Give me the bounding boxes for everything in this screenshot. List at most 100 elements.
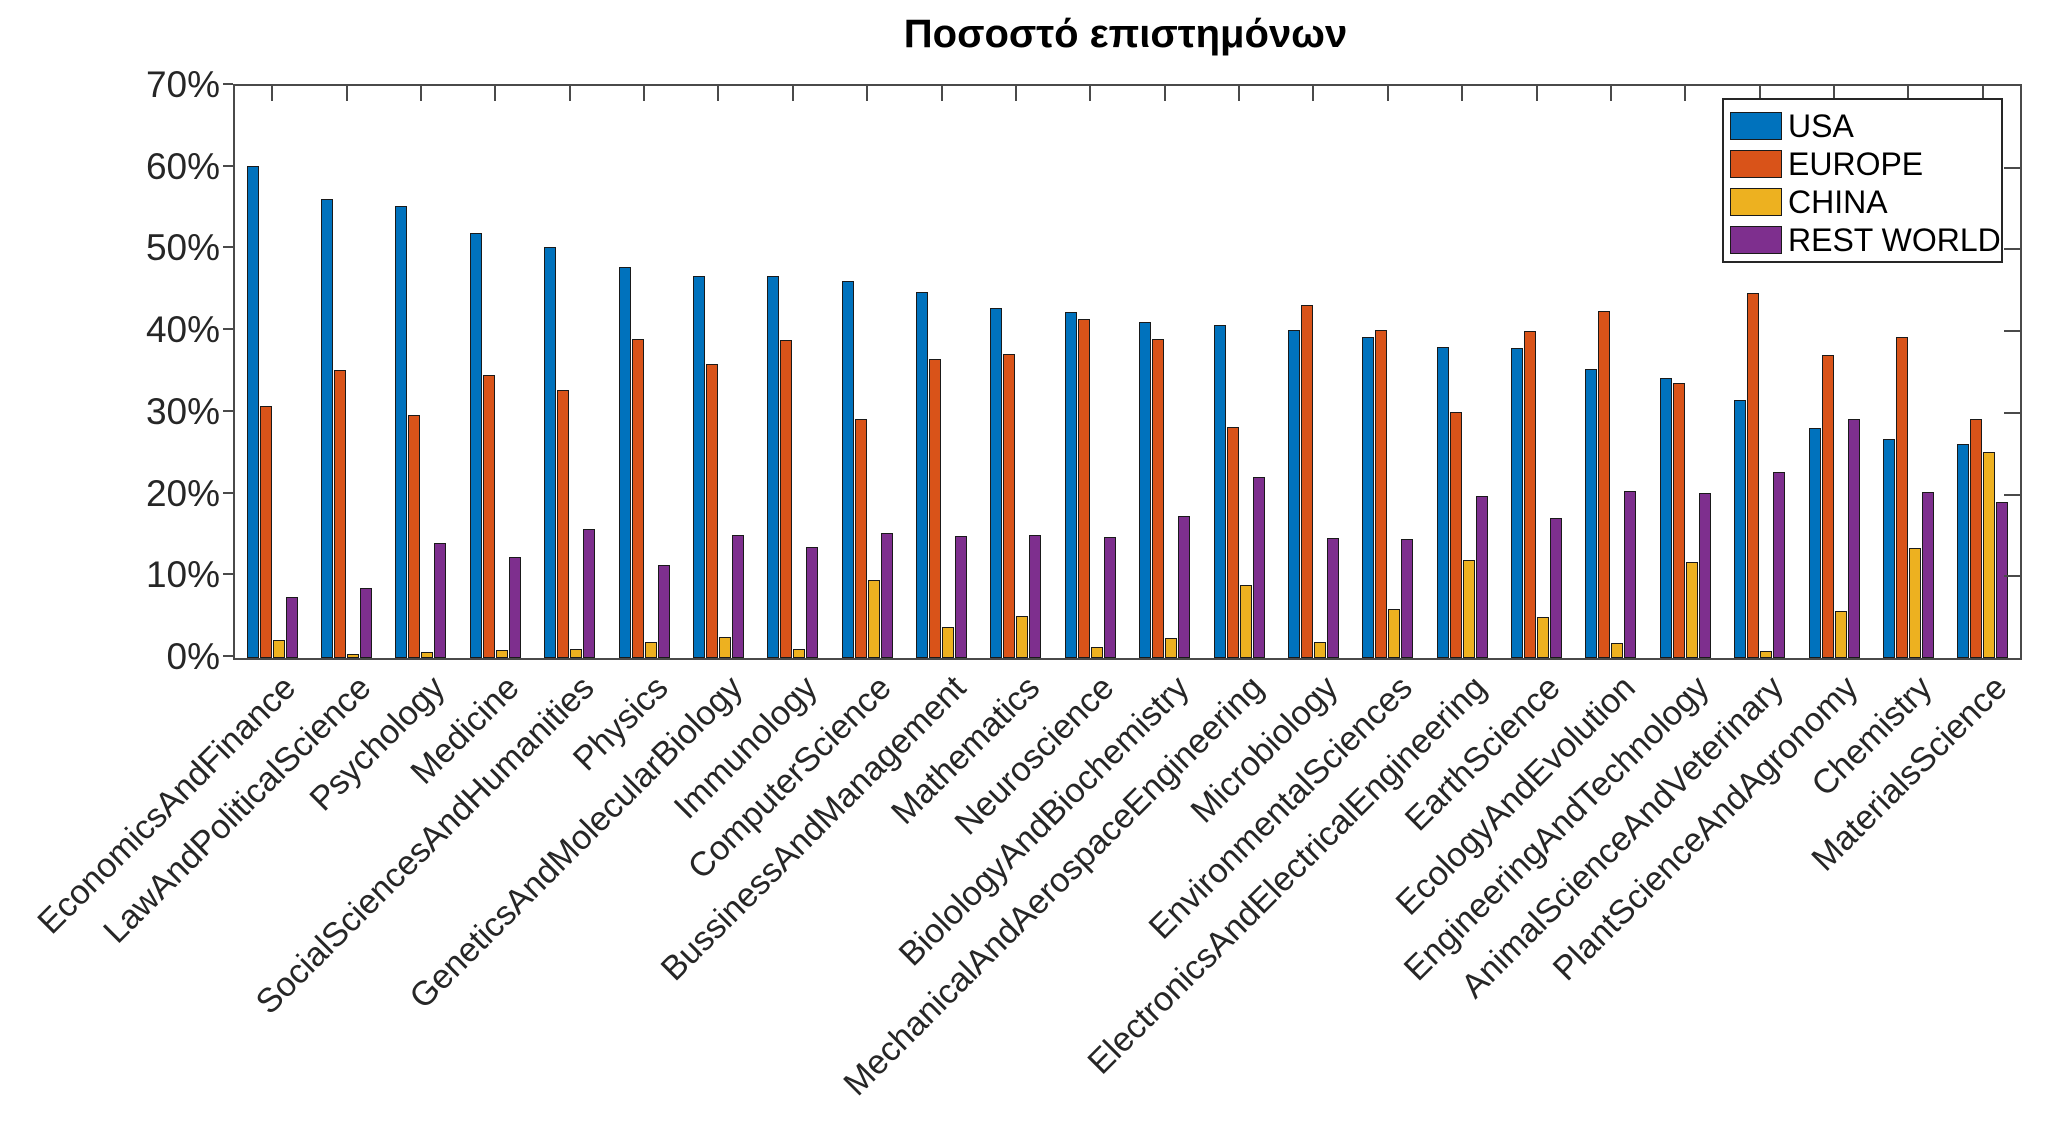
bar-rest-world (1401, 538, 1414, 658)
bar-china (718, 636, 731, 658)
bar-china (1685, 561, 1698, 658)
bar-usa (1436, 346, 1449, 658)
bar-europe (1077, 318, 1090, 658)
x-tick-mark (1386, 86, 1389, 101)
bar-rest-world (1624, 490, 1637, 658)
bar-china (495, 649, 508, 658)
bar-usa (692, 276, 705, 658)
legend-item: EUROPE (1730, 145, 2001, 183)
bar-europe (1821, 354, 1834, 658)
bar-usa (246, 166, 259, 658)
bar-rest-world (806, 546, 819, 658)
legend-swatch-rest-world (1730, 226, 1782, 254)
legend-swatch-europe (1730, 150, 1782, 178)
bar-europe (557, 390, 570, 658)
bar-china (1834, 611, 1847, 658)
bar-europe (259, 405, 272, 658)
legend-item: REST WORLD (1730, 221, 2001, 259)
x-tick-mark (271, 86, 274, 101)
bar-usa (1511, 348, 1524, 658)
x-tick-mark (1238, 86, 1241, 101)
y-tick-label: 50% (145, 227, 220, 269)
y-tick-mark-right (2004, 575, 2020, 578)
bar-china (942, 626, 955, 658)
bar-usa (916, 291, 929, 658)
legend-item: CHINA (1730, 183, 2001, 221)
x-tick-mark (717, 86, 720, 101)
y-tick-mark (223, 573, 233, 576)
bar-usa (841, 281, 854, 658)
x-tick-mark (1609, 86, 1612, 101)
bar-china (867, 579, 880, 658)
bar-china (1239, 585, 1252, 658)
bar-rest-world (657, 564, 670, 658)
bar-china (272, 640, 285, 658)
x-tick-mark (1833, 86, 1836, 101)
bar-usa (1957, 443, 1970, 658)
bar-china (570, 649, 583, 658)
bar-china (421, 651, 434, 658)
legend-label: CHINA (1788, 184, 1888, 220)
bar-rest-world (1029, 534, 1042, 658)
x-tick-mark (419, 86, 422, 101)
bar-rest-world (360, 587, 373, 658)
bar-europe (1747, 292, 1760, 658)
bar-usa (469, 233, 482, 658)
x-tick-mark (1014, 86, 1017, 101)
x-tick-mark (643, 86, 646, 101)
bar-china (1611, 643, 1624, 658)
y-tick-label: 30% (145, 390, 220, 432)
y-tick-mark (223, 409, 233, 412)
x-tick-mark (791, 86, 794, 101)
bar-europe (1226, 426, 1239, 658)
legend: USA EUROPE CHINA REST WORLD (1722, 98, 2003, 263)
bar-rest-world (1847, 419, 1860, 658)
bar-europe (1672, 383, 1685, 658)
legend-item: USA (1730, 107, 2001, 145)
bar-rest-world (1475, 496, 1488, 658)
bar-rest-world (434, 542, 447, 658)
y-tick-label: 10% (145, 554, 220, 596)
x-tick-mark (494, 86, 497, 101)
x-tick-mark (1163, 86, 1166, 101)
bar-usa (544, 247, 557, 658)
bar-europe (780, 340, 793, 658)
bar-europe (854, 419, 867, 658)
bar-usa (1287, 329, 1300, 658)
bar-europe (1152, 339, 1165, 658)
x-tick-mark (1684, 86, 1687, 101)
y-tick-label: 20% (145, 472, 220, 514)
bar-rest-world (1996, 501, 2009, 658)
x-tick-mark (568, 86, 571, 101)
y-tick-mark (223, 164, 233, 167)
bar-china (1462, 559, 1475, 658)
x-tick-mark (1535, 86, 1538, 101)
bar-rest-world (508, 556, 521, 658)
x-tick-mark (1312, 86, 1315, 101)
bar-rest-world (1178, 515, 1191, 658)
bar-europe (1449, 412, 1462, 658)
bar-usa (321, 198, 334, 658)
bar-europe (408, 414, 421, 658)
legend-label: REST WORLD (1788, 222, 2001, 258)
x-tick-mark (940, 86, 943, 101)
bar-usa (618, 266, 631, 658)
bar-europe (929, 358, 942, 658)
bar-usa (767, 276, 780, 658)
bar-rest-world (1698, 492, 1711, 658)
bar-rest-world (1773, 471, 1786, 658)
bar-usa (1585, 368, 1598, 658)
bar-usa (1808, 428, 1821, 658)
bar-rest-world (955, 536, 968, 658)
bar-china (1090, 646, 1103, 658)
chart-title: Ποσοστό επιστημόνων (903, 12, 1348, 56)
x-tick-mark (1461, 86, 1464, 101)
x-tick-mark (345, 86, 348, 101)
bar-china (793, 649, 806, 658)
bar-china (1016, 615, 1029, 658)
y-tick-mark (223, 328, 233, 331)
bar-usa (990, 308, 1003, 658)
bar-europe (482, 375, 495, 658)
bar-china (347, 653, 360, 658)
y-tick-mark (223, 246, 233, 249)
